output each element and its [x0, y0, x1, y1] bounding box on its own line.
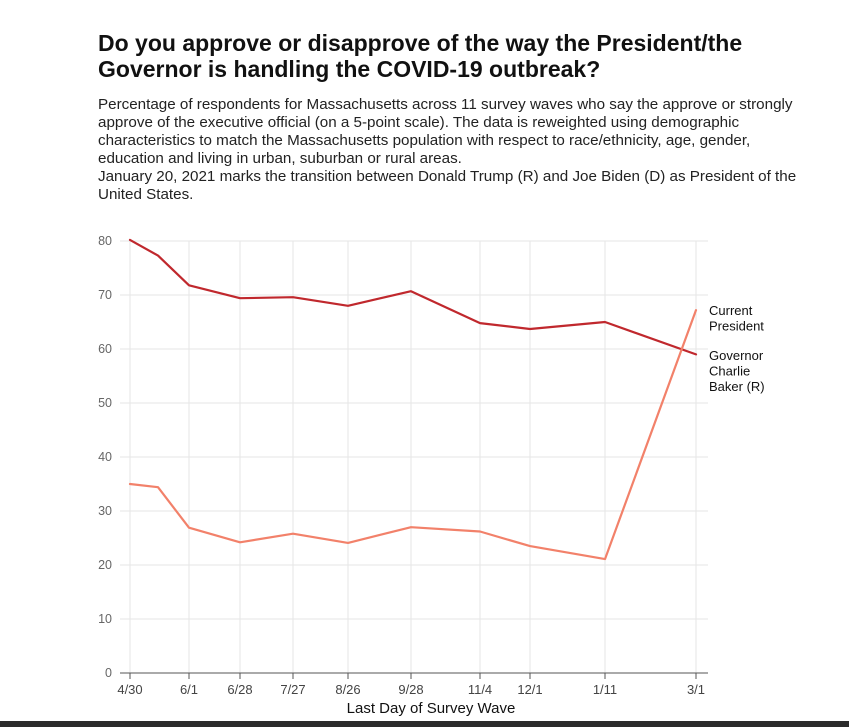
x-axis-title: Last Day of Survey Wave — [347, 700, 516, 717]
axes — [120, 672, 708, 679]
y-tick-label: 30 — [98, 504, 112, 518]
x-tick-label: 11/4 — [468, 682, 492, 697]
x-tick-label: 3/1 — [687, 682, 705, 697]
subtitle-note: January 20, 2021 marks the transition be… — [98, 168, 797, 203]
series-lines — [128, 238, 698, 561]
series-line-0 — [128, 238, 698, 356]
x-tick-label: 4/30 — [117, 682, 142, 697]
y-tick-label: 10 — [98, 612, 112, 626]
y-tick-label: 80 — [98, 234, 112, 248]
x-tick-label: 9/28 — [398, 682, 423, 697]
chart-subtitle: Percentage of respondents for Massachuse… — [98, 96, 798, 204]
y-tick-label: 70 — [98, 288, 112, 302]
y-tick-label: 50 — [98, 396, 112, 410]
x-tick-label: 1/11 — [593, 682, 617, 697]
x-tick-label: 6/1 — [180, 682, 198, 697]
chart-labels: 0 10 20 30 40 50 60 70 80 4/30 6/1 6/28 7/27 8/26 9/28… — [98, 234, 765, 717]
y-tick-label: 20 — [98, 558, 112, 572]
series-label-0: Governor Charlie Baker (R) — [709, 348, 765, 394]
subtitle-description: Percentage of respondents for Massachuse… — [98, 96, 793, 167]
series-label-1: Current President — [709, 303, 764, 334]
grid-lines — [120, 240, 708, 673]
y-tick-label: 60 — [98, 342, 112, 356]
y-tick-label: 40 — [98, 450, 112, 464]
y-tick-label: 0 — [105, 666, 112, 680]
x-tick-label: 7/27 — [280, 682, 305, 697]
x-tick-label: 12/1 — [517, 682, 542, 697]
bottom-bar — [0, 721, 849, 727]
series-line-1 — [128, 309, 698, 561]
x-tick-label: 8/26 — [335, 682, 360, 697]
chart-title: Do you approve or disapprove of the way … — [98, 30, 743, 82]
x-tick-label: 6/28 — [227, 682, 252, 697]
